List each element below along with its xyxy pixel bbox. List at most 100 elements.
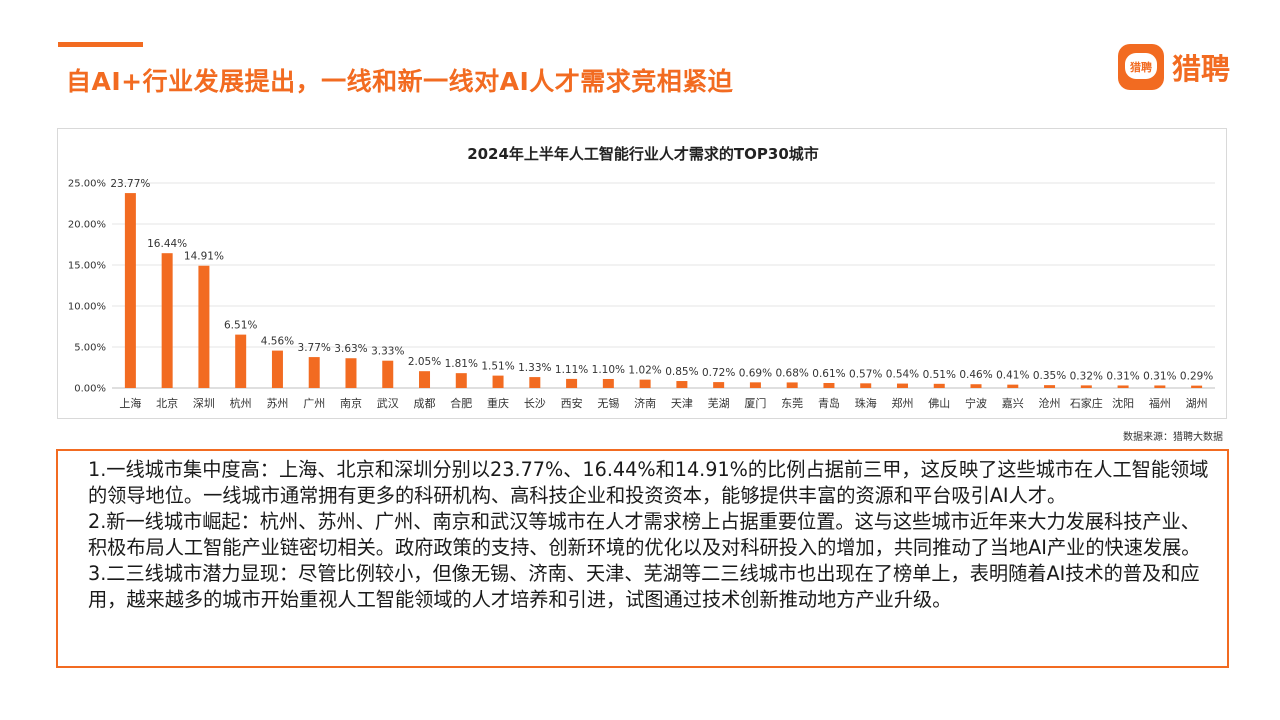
bar-value-label: 1.02% [628,365,661,377]
chart-title: 2024年上半年人工智能行业人才需求的TOP30城市 [467,145,819,163]
bar-value-label: 6.51% [224,320,257,332]
x-tick-label: 南京 [340,396,362,410]
y-tick-label: 25.00% [68,179,106,190]
x-tick-label: 青岛 [818,396,840,410]
bar [823,382,835,388]
x-tick-label: 西安 [561,396,583,410]
bar-value-label: 3.33% [371,346,404,358]
bar [308,357,320,388]
analysis-box: 1.一线城市集中度高：上海、北京和深圳分别以23.77%、16.44%和14.9… [56,449,1229,668]
analysis-point-3: 3.二三线城市潜力显现：尽管比例较小，但像无锡、济南、天津、芜湖等二三线城市也出… [88,562,1200,611]
bar-value-label: 0.29% [1180,371,1213,383]
bar-chart-svg: 2024年上半年人工智能行业人才需求的TOP30城市 0.00% 5.00% 10.… [68,145,1215,410]
bar-value-label: 1.33% [518,362,551,374]
y-tick-label: 0.00% [74,384,106,395]
logo-text: 猎聘 [1172,52,1231,86]
bar [786,382,798,388]
x-tick-label: 长沙 [524,397,546,410]
y-tick-label: 20.00% [68,220,106,231]
bar-value-label: 0.72% [702,367,735,379]
bar [602,378,614,388]
x-tick-label: 成都 [414,397,436,410]
bar [1044,385,1056,388]
x-tick-label: 合肥 [450,396,472,410]
bar-value-label: 3.77% [298,342,331,354]
bar [896,383,908,388]
liepin-logo: 猎聘 猎聘 [1118,44,1230,90]
bar [529,377,541,388]
y-tick-label: 10.00% [68,302,106,313]
x-tick-label: 天津 [671,397,693,410]
bar-value-label: 0.46% [959,369,992,381]
x-tick-label: 杭州 [230,396,252,410]
x-tick-label: 北京 [156,396,178,410]
x-tick-label: 深圳 [193,397,215,410]
data-source-note: 数据来源：猎聘大数据 [1123,432,1223,443]
x-tick-label: 重庆 [487,396,509,410]
bar [271,350,283,388]
bar-value-label: 4.56% [261,336,294,348]
x-tick-label: 东莞 [781,397,803,410]
x-tick-label: 武汉 [377,397,399,410]
x-tick-label: 上海 [119,396,141,410]
x-tick-label: 福州 [1149,396,1171,410]
bar-value-label: 1.11% [555,364,588,376]
bar [345,358,357,388]
bar [455,373,467,388]
x-tick-label: 芜湖 [708,396,730,410]
bar [198,265,210,388]
x-tick-label: 嘉兴 [1002,396,1024,410]
analysis-point-2: 2.新一线城市崛起：杭州、苏州、广州、南京和武汉等城市在人才需求榜上占据重要位置… [88,510,1201,559]
bar-value-label: 0.41% [996,370,1029,382]
bar [970,384,982,388]
logo-mark-text: 猎聘 [1130,60,1152,74]
bar-chart: 2024年上半年人工智能行业人才需求的TOP30城市 0.00% 5.00% 10.… [57,128,1227,419]
bar-value-label: 1.81% [445,358,478,370]
y-tick-label: 15.00% [68,261,106,272]
bar-value-label: 1.10% [592,364,625,376]
bar-value-label: 2.05% [408,356,441,368]
bar [749,382,761,388]
x-tick-label: 宁波 [965,396,987,410]
bar [1007,384,1019,388]
bar [382,360,394,388]
x-tick-label: 湖州 [1186,397,1208,410]
x-tick-label: 珠海 [855,396,877,410]
logo-mark-icon: 猎聘 [1118,44,1164,90]
bar [124,193,136,388]
x-tick-label: 苏州 [266,397,288,410]
bar-value-label: 0.68% [776,367,809,379]
page-title: 自AI+行业发展提出，一线和新一线对AI人才需求竞相紧迫 [66,67,734,96]
bar [1191,385,1203,388]
bar-value-label: 0.31% [1106,370,1139,382]
x-tick-label: 厦门 [744,396,766,410]
bar-value-label: 0.31% [1143,370,1176,382]
bar [713,382,725,388]
x-tick-label: 广州 [303,397,325,410]
bar [161,253,173,388]
bar [1154,385,1166,388]
bar-value-label: 23.77% [110,178,150,190]
bar [933,383,945,388]
bar-value-label: 0.51% [923,369,956,381]
title-accent-bar [58,42,143,47]
x-tick-label: 沧州 [1039,396,1061,410]
x-tick-label: 沈阳 [1112,396,1134,410]
x-tick-label: 郑州 [891,396,913,410]
x-tick-label: 佛山 [928,397,950,410]
bar-value-label: 0.57% [849,368,882,380]
x-tick-label: 无锡 [597,396,619,410]
x-tick-label: 石家庄 [1070,396,1103,410]
bar-value-label: 3.63% [334,343,367,355]
bar [235,334,247,388]
bar [860,383,872,388]
analysis-point-1: 1.一线城市集中度高：上海、北京和深圳分别以23.77%、16.44%和14.9… [88,458,1209,507]
bar-value-label: 14.91% [184,251,224,263]
bar-value-label: 0.61% [812,368,845,380]
y-tick-label: 5.00% [74,343,106,354]
bar-value-label: 1.51% [481,361,514,373]
bar-value-label: 0.69% [739,367,772,379]
bar-value-label: 0.54% [886,369,919,381]
bar [639,379,651,388]
bar [492,375,504,388]
